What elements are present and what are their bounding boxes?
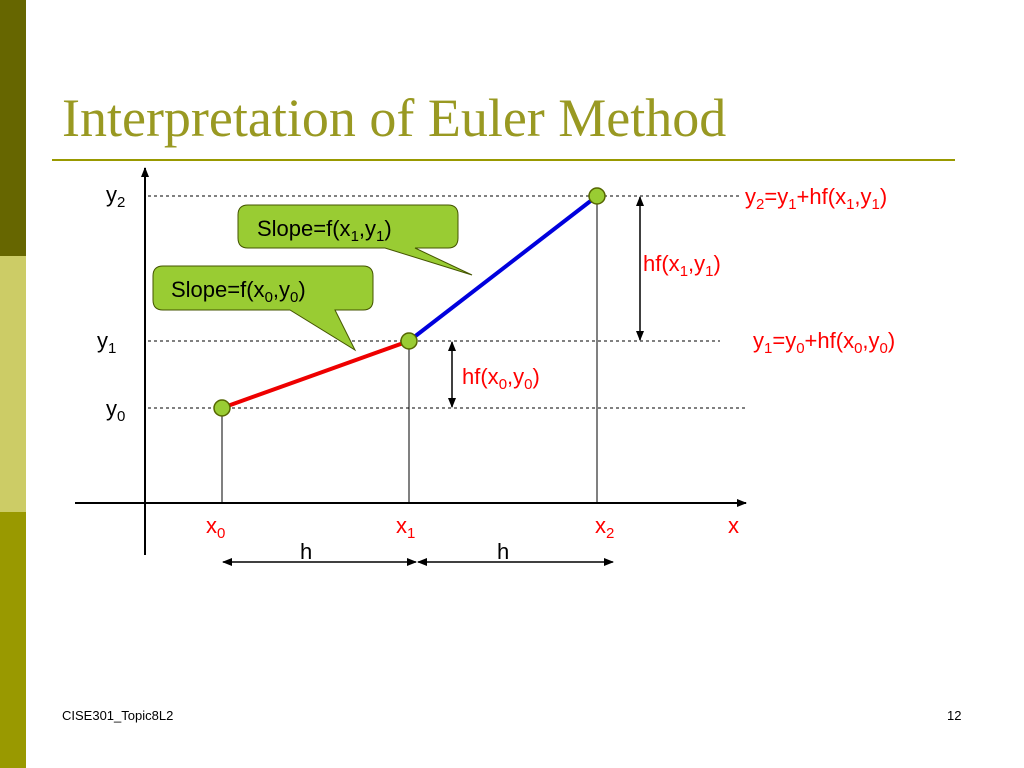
subscript: 2 xyxy=(117,194,125,211)
text-part: =y xyxy=(764,184,788,209)
text-part: +hf(x xyxy=(797,184,847,209)
text-part: h xyxy=(497,539,509,564)
callout-text: Slope=f(x1,y1) xyxy=(257,216,392,245)
subscript: 0 xyxy=(854,340,862,357)
euler-step-2 xyxy=(407,194,599,343)
text-part: hf(x xyxy=(643,251,680,276)
points xyxy=(213,187,606,417)
text-part: ) xyxy=(880,184,887,209)
subscript: 1 xyxy=(351,228,359,245)
subscript: 1 xyxy=(680,263,688,280)
page-number: 12 xyxy=(947,708,961,723)
callout xyxy=(237,204,473,276)
dimension-arrows xyxy=(222,196,644,566)
x-axis-label: x xyxy=(728,513,739,538)
text-part: x xyxy=(206,513,217,538)
sidebar-stripe xyxy=(0,512,26,768)
text-part: ) xyxy=(888,328,895,353)
subscript: 1 xyxy=(872,196,880,213)
drop-lines xyxy=(221,196,598,503)
subscript: 1 xyxy=(407,525,415,542)
text-part: Slope=f(x xyxy=(257,216,351,241)
subscript: 0 xyxy=(290,289,298,306)
text-part: ,y xyxy=(359,216,376,241)
text-part: ,y xyxy=(273,277,290,302)
text-part: y xyxy=(745,184,756,209)
text-part: +hf(x xyxy=(805,328,855,353)
subscript: 1 xyxy=(846,196,854,213)
subscript: 0 xyxy=(880,340,888,357)
subscript: 1 xyxy=(705,263,713,280)
subscript: 0 xyxy=(524,376,532,393)
text-part: y xyxy=(106,396,117,421)
y-label: y1 xyxy=(97,328,116,357)
y-label: y0 xyxy=(106,396,125,425)
text-part: y xyxy=(753,328,764,353)
text-part: ,y xyxy=(862,328,879,353)
text-part: ,y xyxy=(507,364,524,389)
y-label: y2 xyxy=(106,182,125,211)
subscript: 1 xyxy=(376,228,384,245)
subscript: 0 xyxy=(265,289,273,306)
subscript: 0 xyxy=(217,525,225,542)
text-part: =y xyxy=(772,328,796,353)
subscript: 2 xyxy=(606,525,614,542)
subscript: 1 xyxy=(788,196,796,213)
text-part: Slope=f(x xyxy=(171,277,265,302)
callout-text: Slope=f(x0,y0) xyxy=(171,277,306,306)
text-part: x xyxy=(396,513,407,538)
x-label: x0 xyxy=(206,513,225,542)
step-label: h xyxy=(300,539,312,564)
euler-step-1 xyxy=(221,339,410,410)
text-part: y xyxy=(97,328,108,353)
subscript: 2 xyxy=(756,196,764,213)
text-part: ) xyxy=(714,251,721,276)
text-part: ,y xyxy=(688,251,705,276)
x-label: x2 xyxy=(595,513,614,542)
text-part: h xyxy=(300,539,312,564)
subscript: 1 xyxy=(764,340,772,357)
text-part: ) xyxy=(533,364,540,389)
text-part: ) xyxy=(298,277,305,302)
title: Interpretation of Euler Method xyxy=(62,88,726,148)
subscript: 0 xyxy=(796,340,804,357)
text-part: ,y xyxy=(854,184,871,209)
subscript: 0 xyxy=(117,408,125,425)
sidebar-stripe xyxy=(0,0,26,256)
formula: y2=y1+hf(x1,y1) xyxy=(745,184,887,213)
increment-label: hf(x1,y1) xyxy=(643,251,721,280)
text-part: ) xyxy=(384,216,391,241)
x-label: x1 xyxy=(396,513,415,542)
subscript: 1 xyxy=(108,340,116,357)
callout xyxy=(152,265,374,352)
text-part: x xyxy=(595,513,606,538)
text-part: hf(x xyxy=(462,364,499,389)
text-part: x xyxy=(728,513,739,538)
formula: y1=y0+hf(x0,y0) xyxy=(753,328,895,357)
footer-left: CISE301_Topic8L2 xyxy=(62,708,173,723)
sidebar-stripe xyxy=(0,256,26,512)
text-part: y xyxy=(106,182,117,207)
step-label: h xyxy=(497,539,509,564)
increment-label: hf(x0,y0) xyxy=(462,364,540,393)
subscript: 0 xyxy=(499,376,507,393)
